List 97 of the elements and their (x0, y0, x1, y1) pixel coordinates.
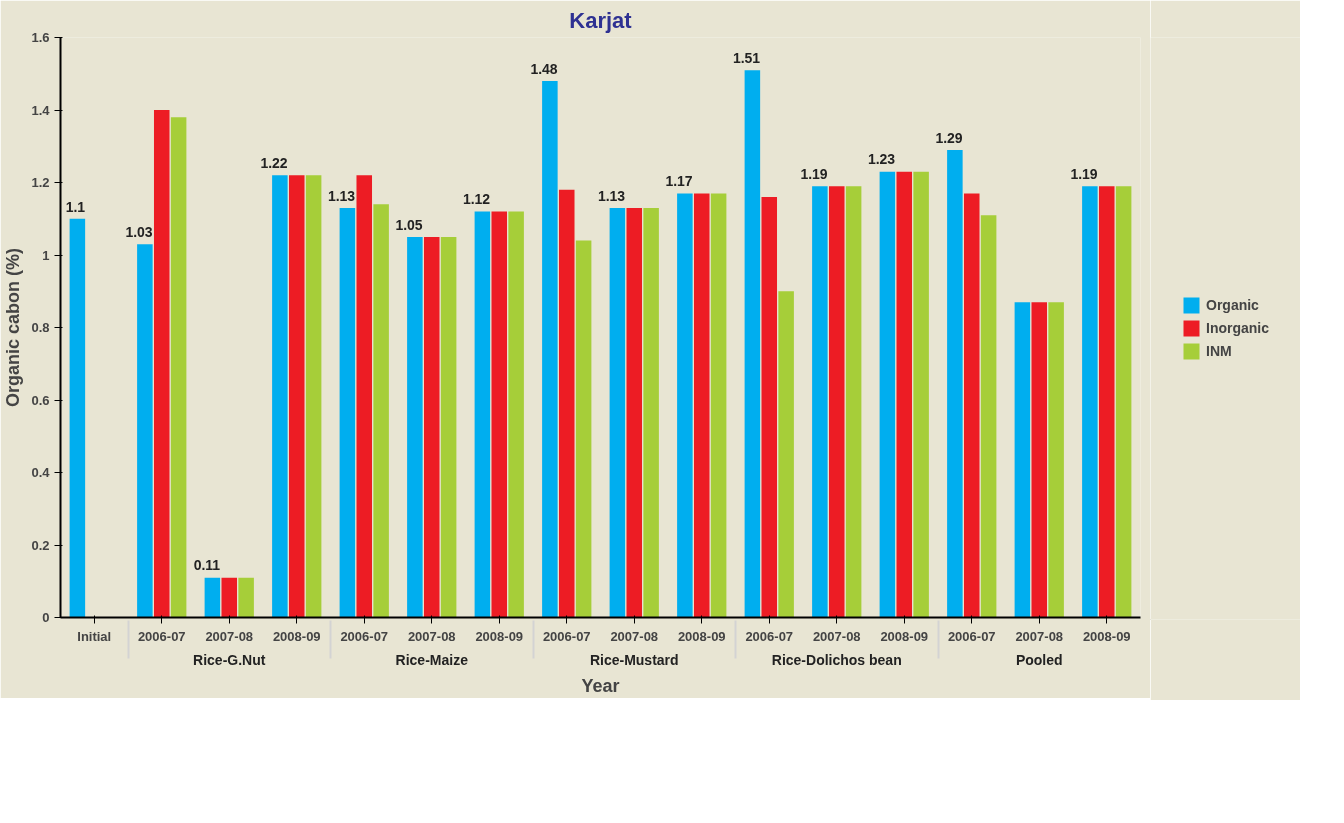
data-label: 1.51 (732, 49, 761, 66)
x-tick-label: 2006-07 (137, 628, 186, 644)
bar (609, 207, 626, 618)
bar (423, 236, 440, 618)
bar (947, 149, 963, 618)
bar (153, 110, 170, 618)
x-tick-label: 2008-09 (880, 628, 929, 644)
data-label: 1.13 (327, 187, 356, 204)
bar (575, 240, 592, 618)
x-tick-label: 2006-07 (947, 628, 996, 644)
data-label: 1.13 (597, 187, 626, 204)
data-label: 1.1 (65, 198, 86, 215)
x-tick-label: 2006-07 (542, 628, 591, 644)
data-label: 1.17 (665, 173, 693, 190)
bar (542, 81, 558, 618)
y-tick-label: 0.4 (31, 465, 51, 480)
bar (474, 211, 491, 618)
data-label: 1.48 (530, 60, 558, 77)
bar (643, 207, 659, 618)
bar (170, 117, 187, 618)
bar (1082, 186, 1098, 618)
bar (1031, 302, 1048, 618)
y-tick-label: 0.2 (31, 537, 50, 553)
data-label: 1.12 (462, 191, 491, 208)
y-tick-label: 1.6 (31, 30, 50, 45)
data-label: 0.11 (193, 557, 221, 574)
y-tick-label: 0.8 (31, 320, 50, 335)
y-tick-label: 0 (42, 610, 50, 625)
x-tick-label: 2008-09 (272, 628, 321, 644)
bar (356, 175, 373, 618)
data-label: 1.05 (395, 216, 423, 233)
bar (913, 171, 929, 618)
x-tick-label: 2007-08 (812, 628, 861, 644)
x-tick-label: 2006-07 (340, 628, 389, 644)
text: Rice-Dolichos bean (771, 651, 902, 668)
bar (710, 193, 727, 618)
x-axis-title: Year (581, 675, 620, 696)
bar (508, 211, 524, 618)
x-tick-label: Initial (77, 628, 112, 644)
bar (677, 193, 693, 618)
legend-label: Inorganic (1205, 320, 1270, 336)
x-tick-label: 2007-08 (610, 628, 659, 644)
bar (1048, 302, 1064, 618)
x-tick-label: 2006-07 (745, 628, 794, 644)
bar (963, 193, 980, 618)
bar (204, 577, 221, 618)
data-label: 1.19 (1070, 165, 1098, 182)
legend-label: Organic (1205, 297, 1259, 313)
bar (1115, 186, 1132, 618)
bar (440, 236, 457, 618)
bar (69, 218, 86, 618)
bar (1098, 186, 1115, 618)
bar (980, 215, 997, 618)
bar (1014, 302, 1031, 618)
bar (305, 175, 322, 618)
data-label: 1.22 (260, 155, 288, 171)
bar (221, 577, 238, 618)
text: Rice-G.Nut (193, 651, 266, 668)
bar (558, 189, 575, 618)
data-label: 1.29 (935, 129, 963, 146)
text: Rice-Mustard (589, 651, 679, 668)
x-tick-label: 2008-09 (1082, 628, 1131, 644)
bar (879, 171, 896, 618)
bar (339, 207, 356, 618)
text: Rice-Maize (395, 651, 469, 668)
y-tick-label: 1.4 (31, 102, 51, 118)
x-tick-label: 2007-08 (205, 628, 254, 644)
data-label: 1.03 (125, 223, 153, 240)
y-tick-label: 1.2 (31, 175, 50, 190)
data-label: 1.19 (800, 165, 828, 182)
x-tick-label: 2008-09 (677, 628, 726, 644)
bar (744, 70, 761, 618)
chart-title: Karjat (569, 7, 633, 33)
legend-label: INM (1205, 343, 1232, 359)
bar (626, 207, 643, 618)
text: Pooled (1015, 651, 1063, 668)
bar (238, 577, 254, 618)
bar (761, 197, 778, 618)
y-tick-label: 0.6 (31, 392, 50, 408)
x-tick-label: 2007-08 (1015, 628, 1064, 644)
x-tick-label: 2008-09 (475, 628, 524, 644)
bar (272, 175, 288, 618)
x-tick-label: 2007-08 (407, 628, 456, 644)
bar (288, 175, 305, 618)
bar (828, 186, 845, 618)
y-axis-title: Organic cabon (%) (3, 247, 24, 408)
bar (845, 186, 862, 618)
data-label: 1.23 (867, 151, 896, 168)
y-tick-label: 1 (42, 247, 50, 263)
bar (896, 171, 913, 618)
bar (693, 193, 710, 618)
bar (373, 204, 389, 618)
bar (491, 211, 508, 618)
bar (407, 236, 423, 618)
bar (812, 186, 828, 618)
bar (137, 244, 153, 618)
bar (778, 291, 794, 618)
